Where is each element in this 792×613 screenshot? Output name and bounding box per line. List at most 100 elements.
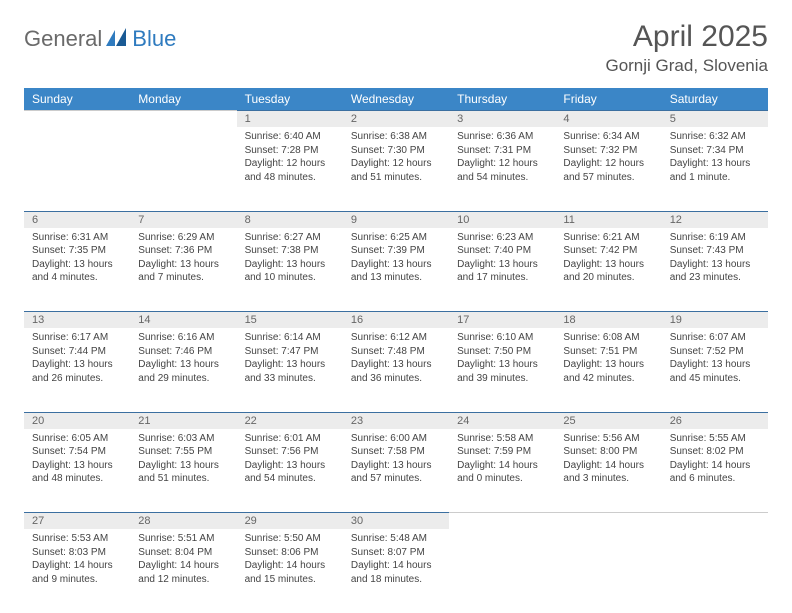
sunset-text: Sunset: 8:00 PM bbox=[563, 445, 653, 459]
weekday-header: Wednesday bbox=[343, 88, 449, 111]
daylight-text: Daylight: 13 hours and 1 minute. bbox=[670, 157, 760, 184]
daylight-text: Daylight: 13 hours and 51 minutes. bbox=[138, 459, 228, 486]
day-number-cell: 23 bbox=[343, 412, 449, 429]
daylight-text: Daylight: 12 hours and 51 minutes. bbox=[351, 157, 441, 184]
daylight-text: Daylight: 14 hours and 9 minutes. bbox=[32, 559, 122, 586]
calendar-table: SundayMondayTuesdayWednesdayThursdayFrid… bbox=[24, 88, 768, 613]
day-body-cell: Sunrise: 5:55 AMSunset: 8:02 PMDaylight:… bbox=[662, 429, 768, 513]
daylight-text: Daylight: 14 hours and 0 minutes. bbox=[457, 459, 547, 486]
weekday-header: Sunday bbox=[24, 88, 130, 111]
day-number-cell: 8 bbox=[237, 211, 343, 228]
weekday-header: Friday bbox=[555, 88, 661, 111]
day-number-cell: 17 bbox=[449, 312, 555, 329]
day-number-cell: 9 bbox=[343, 211, 449, 228]
logo-mark-icon bbox=[106, 28, 128, 51]
daylight-text: Daylight: 14 hours and 6 minutes. bbox=[670, 459, 760, 486]
day-body-cell: Sunrise: 5:48 AMSunset: 8:07 PMDaylight:… bbox=[343, 529, 449, 613]
sunset-text: Sunset: 8:07 PM bbox=[351, 546, 441, 560]
day-body-cell: Sunrise: 5:58 AMSunset: 7:59 PMDaylight:… bbox=[449, 429, 555, 513]
daylight-text: Daylight: 13 hours and 48 minutes. bbox=[32, 459, 122, 486]
sunrise-text: Sunrise: 6:25 AM bbox=[351, 231, 441, 245]
sunrise-text: Sunrise: 5:51 AM bbox=[138, 532, 228, 546]
day-number-cell: 28 bbox=[130, 513, 236, 530]
sunrise-text: Sunrise: 6:38 AM bbox=[351, 130, 441, 144]
day-number-cell: 11 bbox=[555, 211, 661, 228]
day-body-cell bbox=[130, 127, 236, 211]
logo-text-general: General bbox=[24, 26, 102, 52]
weekday-header: Saturday bbox=[662, 88, 768, 111]
day-body-cell: Sunrise: 5:50 AMSunset: 8:06 PMDaylight:… bbox=[237, 529, 343, 613]
day-body-cell: Sunrise: 6:01 AMSunset: 7:56 PMDaylight:… bbox=[237, 429, 343, 513]
sunrise-text: Sunrise: 6:31 AM bbox=[32, 231, 122, 245]
day-body-row: Sunrise: 6:31 AMSunset: 7:35 PMDaylight:… bbox=[24, 228, 768, 312]
daylight-text: Daylight: 14 hours and 12 minutes. bbox=[138, 559, 228, 586]
day-number-cell: 24 bbox=[449, 412, 555, 429]
day-body-cell bbox=[662, 529, 768, 613]
sunrise-text: Sunrise: 6:40 AM bbox=[245, 130, 335, 144]
weekday-header: Monday bbox=[130, 88, 236, 111]
sunset-text: Sunset: 7:51 PM bbox=[563, 345, 653, 359]
sunrise-text: Sunrise: 6:29 AM bbox=[138, 231, 228, 245]
sunrise-text: Sunrise: 6:17 AM bbox=[32, 331, 122, 345]
day-number-cell: 25 bbox=[555, 412, 661, 429]
sunrise-text: Sunrise: 5:53 AM bbox=[32, 532, 122, 546]
day-body-cell: Sunrise: 6:19 AMSunset: 7:43 PMDaylight:… bbox=[662, 228, 768, 312]
daylight-text: Daylight: 13 hours and 10 minutes. bbox=[245, 258, 335, 285]
day-number-cell: 18 bbox=[555, 312, 661, 329]
daylight-text: Daylight: 13 hours and 17 minutes. bbox=[457, 258, 547, 285]
day-body-cell bbox=[555, 529, 661, 613]
sunrise-text: Sunrise: 5:58 AM bbox=[457, 432, 547, 446]
sunset-text: Sunset: 8:04 PM bbox=[138, 546, 228, 560]
sunrise-text: Sunrise: 6:21 AM bbox=[563, 231, 653, 245]
sunrise-text: Sunrise: 6:16 AM bbox=[138, 331, 228, 345]
weekday-header: Thursday bbox=[449, 88, 555, 111]
sunrise-text: Sunrise: 6:14 AM bbox=[245, 331, 335, 345]
sunset-text: Sunset: 7:40 PM bbox=[457, 244, 547, 258]
day-number-cell: 19 bbox=[662, 312, 768, 329]
sunset-text: Sunset: 7:59 PM bbox=[457, 445, 547, 459]
day-body-cell: Sunrise: 6:17 AMSunset: 7:44 PMDaylight:… bbox=[24, 328, 130, 412]
day-number-cell: 13 bbox=[24, 312, 130, 329]
sunset-text: Sunset: 7:38 PM bbox=[245, 244, 335, 258]
sunrise-text: Sunrise: 5:56 AM bbox=[563, 432, 653, 446]
month-title: April 2025 bbox=[605, 20, 768, 54]
day-number-cell: 16 bbox=[343, 312, 449, 329]
day-body-cell: Sunrise: 6:34 AMSunset: 7:32 PMDaylight:… bbox=[555, 127, 661, 211]
daylight-text: Daylight: 13 hours and 20 minutes. bbox=[563, 258, 653, 285]
day-body-cell: Sunrise: 6:36 AMSunset: 7:31 PMDaylight:… bbox=[449, 127, 555, 211]
daylight-text: Daylight: 13 hours and 42 minutes. bbox=[563, 358, 653, 385]
sunset-text: Sunset: 7:46 PM bbox=[138, 345, 228, 359]
day-number-cell: 20 bbox=[24, 412, 130, 429]
sunrise-text: Sunrise: 6:27 AM bbox=[245, 231, 335, 245]
sunset-text: Sunset: 7:47 PM bbox=[245, 345, 335, 359]
day-number-cell: 2 bbox=[343, 111, 449, 128]
sunset-text: Sunset: 7:42 PM bbox=[563, 244, 653, 258]
daylight-text: Daylight: 13 hours and 7 minutes. bbox=[138, 258, 228, 285]
day-body-cell: Sunrise: 6:25 AMSunset: 7:39 PMDaylight:… bbox=[343, 228, 449, 312]
day-body-cell bbox=[449, 529, 555, 613]
day-body-cell: Sunrise: 6:27 AMSunset: 7:38 PMDaylight:… bbox=[237, 228, 343, 312]
sunrise-text: Sunrise: 6:00 AM bbox=[351, 432, 441, 446]
day-body-cell: Sunrise: 6:00 AMSunset: 7:58 PMDaylight:… bbox=[343, 429, 449, 513]
sunrise-text: Sunrise: 6:12 AM bbox=[351, 331, 441, 345]
daylight-text: Daylight: 14 hours and 3 minutes. bbox=[563, 459, 653, 486]
daylight-text: Daylight: 14 hours and 18 minutes. bbox=[351, 559, 441, 586]
day-number-cell: 3 bbox=[449, 111, 555, 128]
day-body-cell: Sunrise: 6:12 AMSunset: 7:48 PMDaylight:… bbox=[343, 328, 449, 412]
sunrise-text: Sunrise: 6:07 AM bbox=[670, 331, 760, 345]
day-number-cell: 6 bbox=[24, 211, 130, 228]
weekday-header-row: SundayMondayTuesdayWednesdayThursdayFrid… bbox=[24, 88, 768, 111]
sunrise-text: Sunrise: 6:10 AM bbox=[457, 331, 547, 345]
day-number-cell: 14 bbox=[130, 312, 236, 329]
day-body-cell: Sunrise: 6:05 AMSunset: 7:54 PMDaylight:… bbox=[24, 429, 130, 513]
day-body-cell: Sunrise: 6:23 AMSunset: 7:40 PMDaylight:… bbox=[449, 228, 555, 312]
daylight-text: Daylight: 14 hours and 15 minutes. bbox=[245, 559, 335, 586]
sunset-text: Sunset: 7:44 PM bbox=[32, 345, 122, 359]
day-body-cell: Sunrise: 6:08 AMSunset: 7:51 PMDaylight:… bbox=[555, 328, 661, 412]
day-number-cell: 26 bbox=[662, 412, 768, 429]
day-number-cell bbox=[555, 513, 661, 530]
day-number-cell: 27 bbox=[24, 513, 130, 530]
sunrise-text: Sunrise: 6:19 AM bbox=[670, 231, 760, 245]
daylight-text: Daylight: 13 hours and 54 minutes. bbox=[245, 459, 335, 486]
sunrise-text: Sunrise: 5:48 AM bbox=[351, 532, 441, 546]
